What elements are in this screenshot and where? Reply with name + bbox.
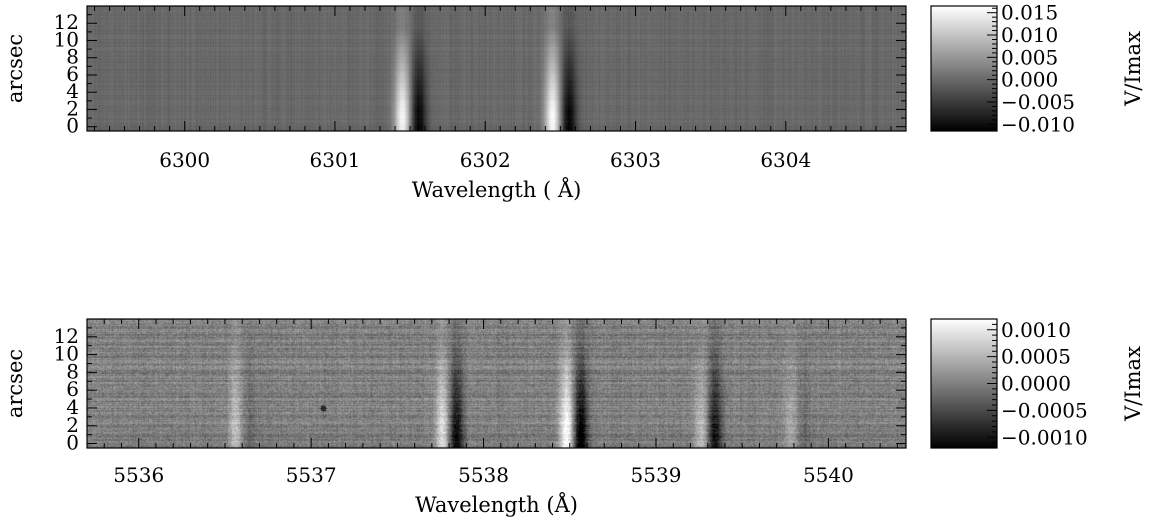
colorbar-label: V/Imax bbox=[1121, 346, 1145, 422]
x-tick-label: 5539 bbox=[631, 463, 682, 487]
spectral-image bbox=[87, 6, 906, 131]
colorbar bbox=[930, 5, 998, 132]
plot-frame bbox=[86, 318, 907, 449]
colorbar-tick-label: 0.0000 bbox=[1001, 372, 1071, 396]
colorbar bbox=[930, 318, 998, 449]
colorbar-tick-label: −0.010 bbox=[1001, 112, 1075, 136]
y-tick-label: 4 bbox=[66, 395, 79, 419]
colorbar-tick-label: −0.0010 bbox=[1001, 425, 1088, 449]
x-axis-label: Wavelength ( Å) bbox=[412, 177, 582, 202]
colorbar-tick-label: 0.010 bbox=[1001, 23, 1058, 47]
y-tick-label: 12 bbox=[54, 324, 79, 348]
x-tick-label: 5540 bbox=[803, 463, 854, 487]
x-tick-label: 6302 bbox=[460, 148, 511, 172]
y-tick-label: 4 bbox=[66, 79, 79, 103]
x-tick-label: 6304 bbox=[760, 148, 811, 172]
colorbar-tick-label: −0.005 bbox=[1001, 90, 1075, 114]
colorbar-tick-label: 0.005 bbox=[1001, 45, 1058, 69]
x-tick-label: 6301 bbox=[310, 148, 361, 172]
y-tick-label: 2 bbox=[66, 96, 79, 120]
y-tick-label: 8 bbox=[66, 45, 79, 69]
y-tick-label: 0 bbox=[66, 431, 79, 455]
spectral-image bbox=[87, 319, 906, 448]
plot-frame bbox=[86, 5, 907, 132]
y-tick-label: 12 bbox=[54, 10, 79, 34]
y-tick-label: 10 bbox=[54, 27, 79, 51]
y-axis-label: arcsec bbox=[3, 349, 27, 418]
y-tick-label: 2 bbox=[66, 413, 79, 437]
x-tick-label: 5537 bbox=[286, 463, 337, 487]
x-axis-label: Wavelength (Å) bbox=[415, 492, 578, 517]
y-tick-label: 8 bbox=[66, 359, 79, 383]
colorbar-tick-label: 0.000 bbox=[1001, 68, 1058, 92]
x-tick-label: 6303 bbox=[610, 148, 661, 172]
colorbar-tick-label: 0.0005 bbox=[1001, 345, 1071, 369]
x-tick-label: 6300 bbox=[159, 148, 210, 172]
y-tick-label: 6 bbox=[66, 377, 79, 401]
y-tick-label: 10 bbox=[54, 342, 79, 366]
colorbar-tick-label: −0.0005 bbox=[1001, 398, 1088, 422]
colorbar-tick-label: 0.0010 bbox=[1001, 318, 1071, 342]
y-tick-label: 6 bbox=[66, 62, 79, 86]
y-axis-label: arcsec bbox=[3, 34, 27, 103]
y-tick-label: 0 bbox=[66, 114, 79, 138]
x-tick-label: 5538 bbox=[458, 463, 509, 487]
colorbar-label: V/Imax bbox=[1121, 31, 1145, 107]
x-tick-label: 5536 bbox=[113, 463, 164, 487]
panel-1: 6300 6301 6302 6303 6304 Wavelength ( Å) 02468… bbox=[3, 1, 1145, 202]
colorbar-tick-label: 0.015 bbox=[1001, 1, 1058, 25]
